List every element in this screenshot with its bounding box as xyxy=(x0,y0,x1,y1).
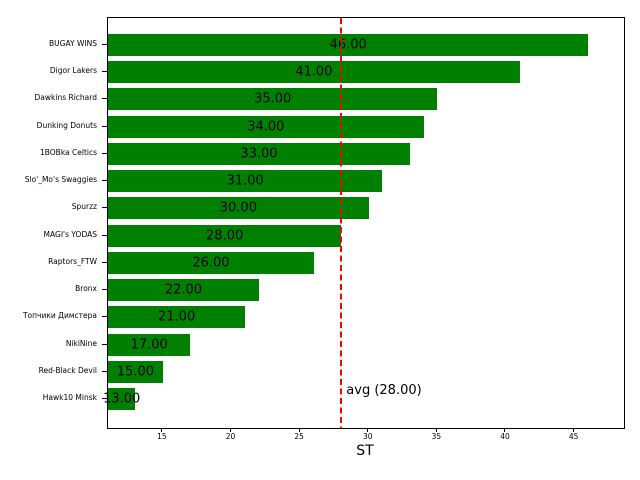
bar xyxy=(108,387,136,410)
y-tick-mark xyxy=(102,98,107,100)
x-tick-mark xyxy=(367,428,369,432)
x-tick-label: 35 xyxy=(431,432,442,441)
bar xyxy=(108,142,410,165)
bar-value-label: 34.00 xyxy=(247,119,285,135)
y-tick-mark xyxy=(102,397,107,399)
bar xyxy=(108,251,314,274)
x-axis-title: ST xyxy=(356,443,374,459)
x-tick-mark xyxy=(435,428,437,432)
y-tick-mark xyxy=(102,180,107,182)
bar xyxy=(108,333,191,356)
x-tick-label: 25 xyxy=(294,432,304,441)
bar xyxy=(108,88,438,111)
bar-value-label: 28.00 xyxy=(206,228,244,244)
y-tick-label: BUGAY WINS xyxy=(49,39,97,48)
bar xyxy=(108,197,369,220)
bar-value-label: 33.00 xyxy=(240,146,278,162)
y-tick-label: Raptors_FTW xyxy=(48,256,97,266)
y-tick-mark xyxy=(102,44,107,45)
bar-value-label: 41.00 xyxy=(295,64,333,80)
x-tick-label: 30 xyxy=(362,432,373,441)
x-tick-mark xyxy=(298,428,300,432)
y-tick-mark xyxy=(102,71,107,73)
bar-value-label: 15.00 xyxy=(116,364,155,380)
y-tick-mark xyxy=(102,207,107,209)
y-tick-label: 1BOBka Celtics xyxy=(39,147,97,157)
y-tick-mark xyxy=(102,316,107,318)
x-tick-label: 20 xyxy=(225,432,236,441)
y-tick-mark xyxy=(102,370,107,372)
bar-value-label: 22.00 xyxy=(164,282,203,298)
y-tick-label: Spurzz xyxy=(71,202,97,212)
x-tick-mark xyxy=(504,428,506,432)
bar-value-label: 35.00 xyxy=(254,91,292,107)
x-tick-label: 40 xyxy=(500,432,510,441)
y-tick-label: Dunking Donuts xyxy=(36,120,97,130)
bar-value-label: 21.00 xyxy=(158,309,196,325)
y-tick-label: Топчики Димстера xyxy=(22,311,97,321)
x-tick-mark xyxy=(230,428,231,432)
bar-value-label: 46.00 xyxy=(329,37,367,53)
x-tick-mark xyxy=(161,428,163,432)
bar xyxy=(108,61,520,84)
y-tick-label: MAGI's YODAS xyxy=(43,229,97,239)
y-tick-label: Dawkins Richard xyxy=(34,93,97,103)
average-reference-line xyxy=(340,18,343,428)
bar-value-label: 13.00 xyxy=(103,391,141,407)
bar-value-label: 31.00 xyxy=(226,173,264,189)
y-tick-label: Bronx xyxy=(75,284,97,294)
bar xyxy=(108,224,342,247)
y-tick-label: Hawk10 Minsk xyxy=(42,392,97,402)
y-tick-mark xyxy=(102,152,107,154)
bar-value-label: 26.00 xyxy=(192,255,230,271)
y-tick-mark xyxy=(102,289,107,291)
y-tick-label: Slo'_Mo's Swaggies xyxy=(24,175,97,185)
y-tick-label: Digor Lakers xyxy=(49,66,97,76)
x-tick-label: 45 xyxy=(568,432,579,441)
x-tick-mark xyxy=(573,428,575,432)
y-tick-mark xyxy=(102,125,107,127)
bar xyxy=(108,279,259,302)
y-tick-mark xyxy=(102,261,107,263)
bar xyxy=(108,170,383,193)
bar xyxy=(108,360,163,383)
bar xyxy=(108,306,246,329)
bar-value-label: 30.00 xyxy=(219,200,257,216)
y-tick-label: Red-Black Devil xyxy=(38,365,97,375)
average-line-label: avg (28.00) xyxy=(346,383,422,398)
bar-value-label: 17.00 xyxy=(130,337,168,353)
y-tick-mark xyxy=(102,234,107,236)
plot-area: 46.00 41.00 35.00 34.00 33.00 31.00 30.00 28.00… xyxy=(103,17,625,429)
bar xyxy=(108,115,424,138)
y-tick-label: NikiNine xyxy=(65,338,97,348)
x-tick-label: 15 xyxy=(157,432,167,441)
y-tick-mark xyxy=(102,343,107,345)
bar xyxy=(108,34,589,56)
